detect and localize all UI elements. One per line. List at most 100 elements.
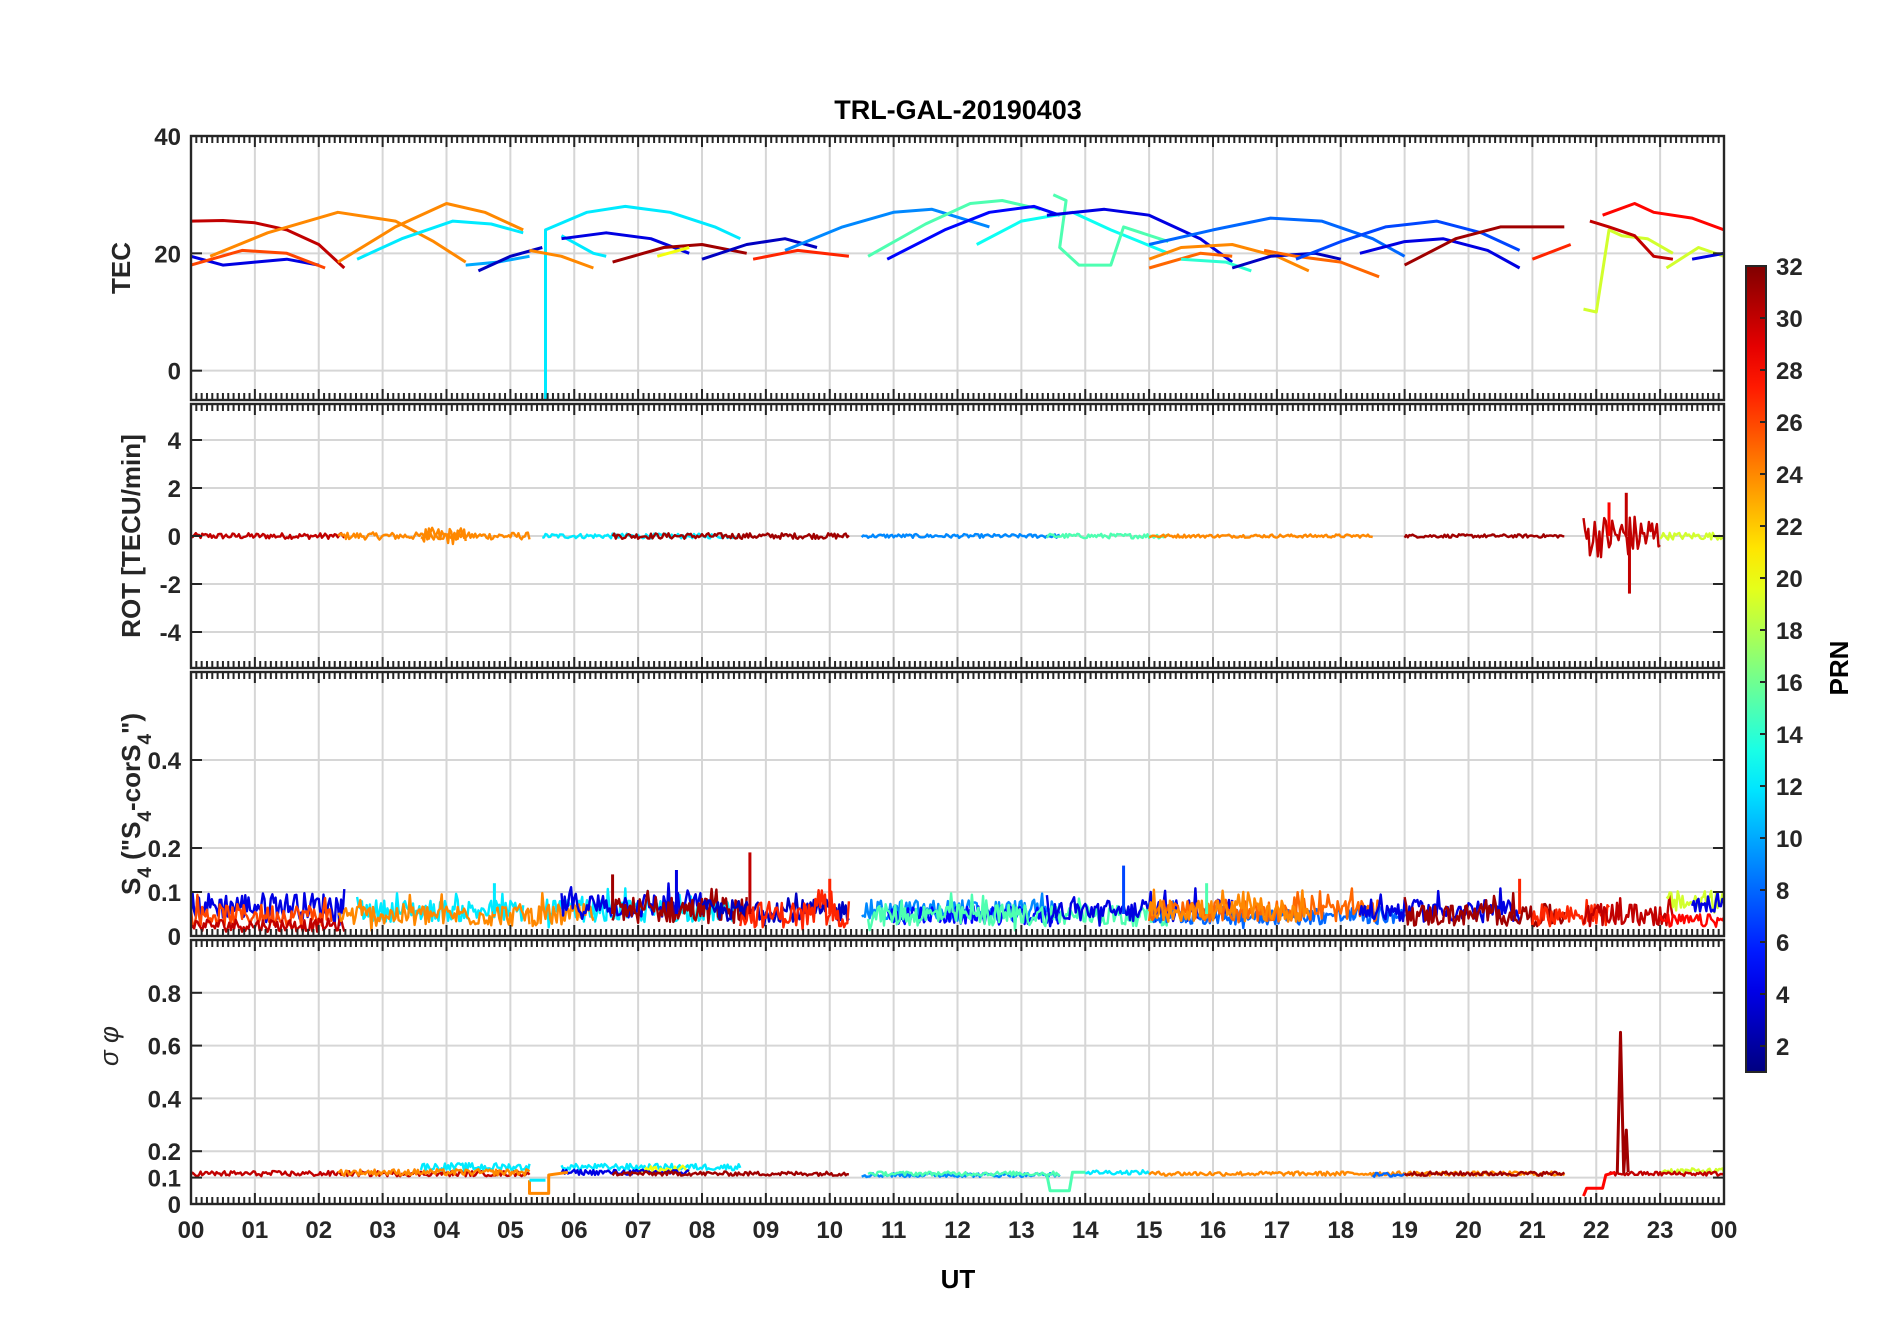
x-tick-label: 00 <box>1711 1217 1738 1244</box>
tec-series-prn-31 <box>1403 225 1565 267</box>
rot-trace-prn-15 <box>1045 532 1169 540</box>
panel-ticks <box>190 940 1725 1205</box>
tec-series-prn-24 <box>337 202 524 264</box>
y-tick-label: 0 <box>168 524 181 551</box>
tec-series-prn-20 <box>656 246 690 258</box>
sigma_phi-trace-prn-12 <box>1085 1169 1151 1176</box>
colorbar-tick-label: 14 <box>1776 722 1803 749</box>
tec-series-prn-25 <box>1263 248 1380 279</box>
x-tick-label: 03 <box>369 1217 396 1244</box>
y-axis-label: σ φ <box>94 1026 124 1066</box>
x-tick-label: 12 <box>944 1217 971 1244</box>
s4-trace-prn-4 <box>1690 891 1724 913</box>
x-tick-labels: 00 01 02 03 04 05 06 07 08 09 10 11 12 13 14 15 16 17 18 19… <box>178 1217 1738 1244</box>
colorbar-bar <box>1745 265 1767 1073</box>
s4-trace-prn-24 <box>337 893 531 932</box>
sigma_phi-line-prn-15 <box>1045 1170 1086 1193</box>
colorbar-tick-label: 4 <box>1776 982 1790 1009</box>
s4-trace-prn-28 <box>1658 913 1724 928</box>
panel-rot: -4 -2 0 2 4 ROT [TECU/min] <box>116 402 1726 670</box>
s4-trace-prn-30 <box>1582 893 1675 928</box>
tec-series-prn-4 <box>191 254 320 267</box>
x-tick-label: 09 <box>753 1217 780 1244</box>
y-tick-label: 0.4 <box>148 1086 182 1113</box>
panel-sigma_phi: 00.10.2 0.4 0.6 0.8 σ φ <box>94 938 1726 1219</box>
tec-series-prn-4 <box>1359 237 1521 270</box>
tec-series-prn-9 <box>784 207 990 252</box>
tec-series-prn-5 <box>886 204 1061 261</box>
x-tick-label: 07 <box>625 1217 652 1244</box>
y-tick-label: 0.1 <box>148 880 181 907</box>
x-tick-label: 19 <box>1391 1217 1418 1244</box>
panel-data <box>191 193 1724 400</box>
y-label-sub: 4 <box>135 811 156 822</box>
sigma_phi-trace-prn-31 <box>611 1170 850 1177</box>
sigma_phi-trace-prn-8 <box>1371 1171 1406 1178</box>
rot-trace-prn-19 <box>1659 531 1724 541</box>
x-tick-label: 15 <box>1136 1217 1163 1244</box>
tec-series-prn-19 <box>1583 228 1674 314</box>
y-tick-label: 0.6 <box>148 1034 181 1061</box>
tec-series-prn-8 <box>1148 216 1406 258</box>
rot-trace-prn-24 <box>337 531 531 541</box>
y-label-sub: 4 <box>135 734 156 745</box>
colorbar-tick-label: 32 <box>1776 254 1803 281</box>
colorbar-tick-label: 6 <box>1776 930 1789 957</box>
y-tick-label: 0.4 <box>148 748 182 775</box>
x-tick-label: 16 <box>1200 1217 1227 1244</box>
colorbar-tick-label: 30 <box>1776 306 1803 333</box>
tec-series-prn-31 <box>612 243 747 264</box>
panel-data <box>191 852 1724 933</box>
tec-series-prn-25 <box>1148 251 1233 270</box>
y-label-part: S <box>116 878 146 895</box>
y-label-part: ("S <box>116 822 146 868</box>
tec-series-prn-24 <box>209 210 467 264</box>
rot-trace-prn-31 <box>611 532 850 540</box>
y-label-sub: 4 <box>135 867 156 878</box>
panel-grid <box>190 940 1725 1205</box>
x-tick-label: 01 <box>242 1217 269 1244</box>
y-label-part: ") <box>116 713 146 734</box>
tec-series-prn-12 <box>544 204 741 400</box>
tec-series-prn-12 <box>560 234 607 258</box>
s4-trace-prn-27 <box>739 889 851 931</box>
y-tick-label: -2 <box>160 572 181 599</box>
y-tick-label: 40 <box>154 124 181 151</box>
x-tick-label: 21 <box>1519 1217 1546 1244</box>
rot-trace-prn-30 <box>1582 515 1661 559</box>
tec-series-prn-15 <box>867 199 1041 258</box>
chart-title: TRL-GAL-20190403 <box>834 95 1082 125</box>
x-tick-label: 20 <box>1455 1217 1482 1244</box>
colorbar-tick-label: 28 <box>1776 358 1803 385</box>
s4-trace-prn-31 <box>611 887 748 925</box>
rot-trace-prn-24 <box>1148 533 1373 539</box>
x-tick-label: 05 <box>497 1217 524 1244</box>
sigma_phi-trace-prn-20 <box>637 1164 691 1175</box>
sigma_phi-line-prn-28 <box>1582 1170 1616 1197</box>
panel-s4: 00.10.20.4S4 ("S4-corS4") <box>116 670 1726 951</box>
colorbar-tick-label: 24 <box>1776 462 1803 489</box>
y-label-part: -corS <box>116 745 146 811</box>
y-tick-label: 2 <box>168 476 181 503</box>
y-axis-label: TEC <box>106 242 136 294</box>
x-tick-label: 08 <box>689 1217 716 1244</box>
tec-series-prn-30 <box>1589 219 1674 261</box>
y-tick-label: 0 <box>168 1192 181 1219</box>
panel-ticks <box>190 404 1725 668</box>
x-tick-label: 14 <box>1072 1217 1099 1244</box>
sigma_phi-trace-prn-15 <box>867 1170 1061 1177</box>
y-tick-label: 0.2 <box>148 836 181 863</box>
tec-series-prn-26 <box>191 248 326 270</box>
colorbar-tick-label: 2 <box>1776 1034 1789 1061</box>
x-tick-label: 10 <box>816 1217 843 1244</box>
x-tick-label: 02 <box>305 1217 332 1244</box>
sigma_phi-trace-prn-24 <box>337 1168 531 1177</box>
colorbar-tick-label: 10 <box>1776 826 1803 853</box>
panel-data <box>191 1030 1724 1197</box>
y-axis-label: S4 ("S4-corS4") <box>116 713 156 895</box>
x-tick-label: 04 <box>433 1217 460 1244</box>
tec-series-prn-27 <box>1531 243 1572 261</box>
sigma_phi-line-prn-31 <box>1615 1030 1630 1174</box>
